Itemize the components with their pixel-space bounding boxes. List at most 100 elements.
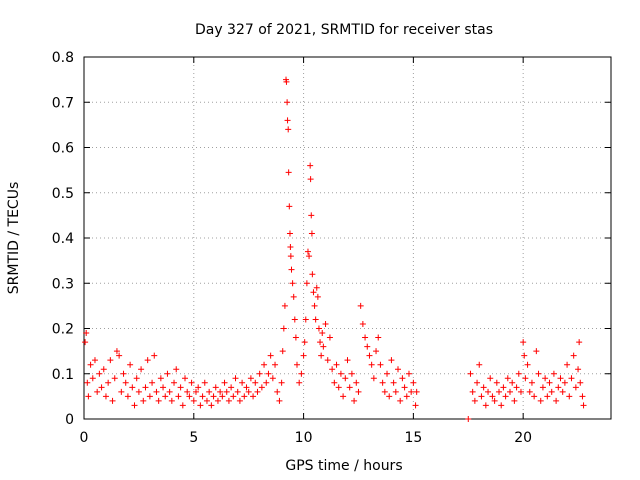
data-point (230, 393, 237, 400)
data-point (138, 366, 145, 373)
data-point (274, 388, 281, 395)
data-point (555, 384, 562, 391)
axis-ticks: 0 0.1 0.2 0.3 0.4 0.5 0.6 0.7 0.8 0 5 10 15 20 (52, 50, 611, 446)
data-point (120, 370, 127, 377)
data-point (214, 397, 221, 404)
data-point (509, 379, 516, 386)
data-point (482, 402, 489, 409)
data-point (217, 388, 224, 395)
data-point (173, 366, 180, 373)
data-point (256, 370, 263, 377)
data-point (373, 348, 380, 355)
data-point (329, 366, 336, 373)
data-point (109, 397, 116, 404)
data-point (162, 393, 169, 400)
data-point (190, 397, 197, 404)
data-point (493, 379, 500, 386)
data-point (127, 361, 134, 368)
data-point (171, 379, 178, 386)
data-point (526, 388, 533, 395)
data-point (353, 379, 360, 386)
data-point (192, 388, 199, 395)
data-point (228, 384, 235, 391)
data-point (203, 397, 210, 404)
data-point (149, 379, 156, 386)
data-point (337, 370, 344, 377)
data-point (284, 117, 291, 124)
y-tick-label: 0.7 (52, 95, 74, 111)
data-point (517, 388, 524, 395)
data-point (300, 352, 307, 359)
data-point (362, 334, 369, 341)
data-point (469, 388, 476, 395)
grid (84, 57, 611, 419)
data-point (281, 302, 288, 309)
data-point (223, 388, 230, 395)
data-point (524, 361, 531, 368)
data-point (107, 357, 114, 364)
data-point (317, 339, 324, 346)
data-point (520, 339, 527, 346)
data-point (225, 397, 232, 404)
data-point (265, 370, 272, 377)
data-point (537, 397, 544, 404)
chart-title: Day 327 of 2021, SRMTID for receiver sta… (195, 22, 493, 38)
data-point (129, 384, 136, 391)
data-point (184, 388, 191, 395)
data-point (83, 330, 90, 337)
data-point (182, 375, 189, 382)
data-point (340, 393, 347, 400)
data-point (286, 203, 293, 210)
data-point (301, 339, 308, 346)
data-point (521, 352, 528, 359)
data-point (269, 375, 276, 382)
data-point (309, 271, 316, 278)
data-point (288, 266, 295, 273)
data-point (366, 352, 373, 359)
data-point (395, 366, 402, 373)
data-point (261, 361, 268, 368)
data-marks (82, 76, 587, 422)
data-point (258, 384, 265, 391)
data-point (308, 230, 315, 237)
data-point (296, 379, 303, 386)
data-point (179, 402, 186, 409)
data-point (100, 366, 107, 373)
data-point (557, 375, 564, 382)
data-point (239, 379, 246, 386)
data-point (515, 370, 522, 377)
data-point (364, 343, 371, 350)
data-point (102, 393, 109, 400)
data-point (308, 212, 315, 219)
data-point (306, 253, 313, 260)
data-point (197, 402, 204, 409)
data-point (566, 393, 573, 400)
data-point (465, 416, 472, 422)
data-point (278, 379, 285, 386)
data-point (219, 393, 226, 400)
data-point (96, 370, 103, 377)
data-point (131, 402, 138, 409)
data-point (533, 348, 540, 355)
data-point (384, 370, 391, 377)
data-point (559, 388, 566, 395)
data-point (118, 388, 125, 395)
data-point (236, 397, 243, 404)
data-point (572, 384, 579, 391)
y-tick-label: 0 (65, 412, 74, 428)
data-point (513, 384, 520, 391)
data-point (377, 361, 384, 368)
data-point (331, 379, 338, 386)
data-point (272, 361, 279, 368)
data-point (250, 393, 257, 400)
data-point (324, 357, 331, 364)
data-point (399, 375, 406, 382)
data-point (489, 393, 496, 400)
data-point (285, 126, 292, 133)
data-point (390, 379, 397, 386)
data-point (322, 320, 329, 327)
data-point (500, 384, 507, 391)
data-point (368, 361, 375, 368)
data-point (528, 379, 535, 386)
data-point (188, 379, 195, 386)
